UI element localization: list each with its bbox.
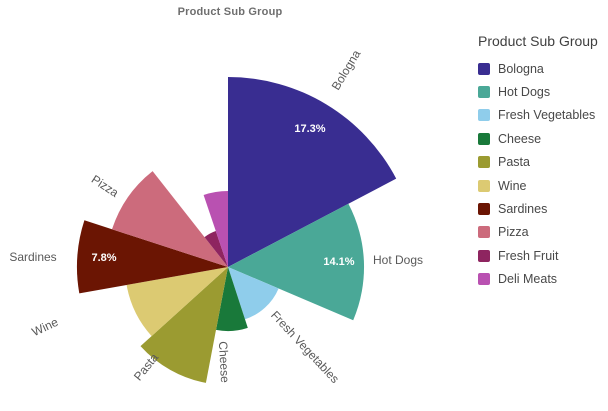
pie-slice-deli-meats[interactable] [203,190,228,267]
legend-label-sardines: Sardines [498,202,548,217]
legend-swatch-fresh-fruit [478,249,490,262]
legend-label-pizza: Pizza [498,225,529,240]
legend-swatch-hot-dogs [478,86,490,99]
legend-swatch-wine [478,179,490,192]
legend-item-hot-dogs[interactable]: Hot Dogs [478,80,595,103]
pie-slice-fresh-vegetables[interactable] [228,267,279,320]
legend-item-sardines[interactable]: Sardines [478,197,595,220]
legend-item-pasta[interactable]: Pasta [478,151,595,174]
legend-swatch-pasta [478,156,490,169]
pie-slice-pizza[interactable] [112,171,228,267]
legend-swatch-deli-meats [478,273,490,286]
legend-item-cheese[interactable]: Cheese [478,127,595,150]
rose-chart: 17.3% 14.1% 7.8% Bologna Hot Dogs Fresh Veget… [9,47,423,386]
pie-slice-pasta[interactable] [140,267,229,383]
slice-label-sardines: Sardines [9,250,56,264]
legend-label-pasta: Pasta [498,155,530,170]
pie-slice-sardines[interactable] [76,220,229,294]
legend-swatch-cheese [478,132,490,145]
slice-label-wine: Wine [30,315,61,339]
legend-label-hot-dogs: Hot Dogs [498,85,551,100]
legend-item-fresh-vegetables[interactable]: Fresh Vegetables [478,104,595,127]
legend-swatch-sardines [478,203,490,216]
legend-swatch-fresh-vegetables [478,109,490,122]
slice-label-pizza: Pizza [89,172,122,200]
slice-percent-bologna: 17.3% [294,123,325,135]
slice-label-fresh-vegetables: Fresh Vegetables [268,308,342,386]
pie-slice-cheese[interactable] [216,267,248,332]
slice-label-cheese: Cheese [216,341,232,383]
legend: Bologna Hot Dogs Fresh Vegetables Cheese Pas… [478,57,595,291]
slice-percent-sardines: 7.8% [91,252,116,264]
chart-title: Product Sub Group [177,6,283,18]
legend-title: Product Sub Group [478,33,598,49]
legend-item-wine[interactable]: Wine [478,174,595,197]
legend-item-fresh-fruit[interactable]: Fresh Fruit [478,244,595,267]
pie-slice-wine[interactable] [126,267,228,337]
slice-percent-hot-dogs: 14.1% [323,256,354,268]
legend-label-wine: Wine [498,178,527,193]
slice-label-bologna: Bologna [329,47,364,92]
legend-swatch-pizza [478,226,490,239]
legend-label-cheese: Cheese [498,131,542,146]
legend-item-bologna[interactable]: Bologna [478,57,595,80]
slice-label-hot-dogs: Hot Dogs [373,253,423,267]
pie-slice-bologna[interactable] [228,76,397,267]
legend-label-fresh-fruit: Fresh Fruit [498,248,559,263]
legend-swatch-bologna [478,62,490,75]
legend-item-deli-meats[interactable]: Deli Meats [478,268,595,291]
legend-label-bologna: Bologna [498,61,544,76]
legend-item-pizza[interactable]: Pizza [478,221,595,244]
pie-slice-fresh-fruit[interactable] [204,231,229,267]
legend-label-fresh-vegetables: Fresh Vegetables [498,108,596,123]
pie-slice-hot-dogs[interactable] [228,203,365,321]
legend-label-deli-meats: Deli Meats [498,272,558,287]
